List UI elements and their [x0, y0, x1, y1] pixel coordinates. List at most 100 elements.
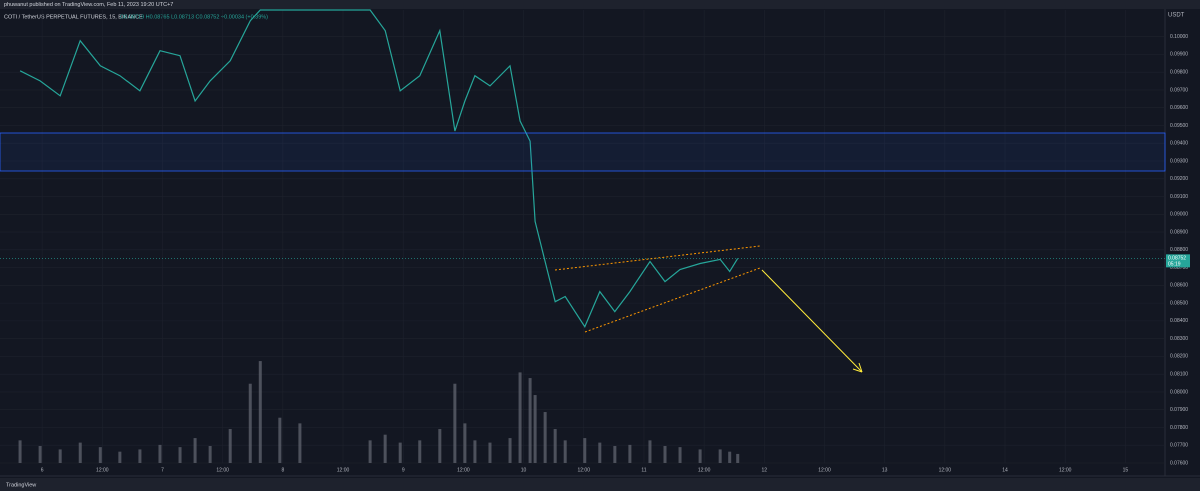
- volume-bar: [508, 438, 512, 463]
- price-line: [19, 9, 739, 328]
- x-tick-label: 12:00: [698, 467, 711, 473]
- volume-bar: [118, 451, 122, 463]
- x-tick-label: 10: [521, 467, 527, 473]
- countdown: 05:19: [1168, 262, 1181, 268]
- y-tick-label: 0.08200: [1170, 354, 1188, 360]
- volume-bar: [473, 440, 477, 463]
- x-tick-label: 12:00: [337, 467, 350, 473]
- x-tick-label: 11: [641, 467, 646, 473]
- volume-bar: [138, 449, 142, 463]
- volume-bar: [543, 412, 547, 463]
- symbol: COTI / TetherUS PERPETUAL FUTURES, 15, B…: [4, 14, 143, 20]
- y-tick-label: 0.09400: [1170, 141, 1188, 147]
- wedge-upper: [554, 245, 761, 271]
- last-price-box: [1166, 254, 1190, 268]
- header-bar: [0, 0, 1200, 9]
- volume-bar: [398, 442, 402, 463]
- volume-bar: [453, 383, 457, 463]
- y-tick-label: 0.08100: [1170, 372, 1188, 378]
- footer-bar: [0, 478, 1200, 491]
- y-tick-label: 0.09900: [1170, 52, 1188, 58]
- volume-bar: [228, 429, 232, 463]
- y-tick-label: 0.08800: [1170, 247, 1188, 253]
- zone: [0, 132, 1166, 172]
- x-tick-label: 12:00: [216, 467, 229, 473]
- volume-bar: [258, 361, 262, 463]
- x-tick-label: 15: [1123, 467, 1129, 473]
- ohlc: O0.08719 H0.08765 L0.08713 C0.08752 +0.0…: [120, 14, 268, 20]
- x-tick-label: 12:00: [939, 467, 952, 473]
- y-tick-label: 0.08000: [1170, 389, 1188, 395]
- y-tick-label: 0.07800: [1170, 425, 1188, 431]
- volume-bar: [208, 446, 212, 463]
- last-price-label: 0.08752: [1168, 256, 1186, 262]
- volume-bar: [648, 440, 652, 463]
- x-tick-label: 14: [1002, 467, 1008, 473]
- volume-bar: [628, 444, 632, 463]
- volume-bar: [718, 449, 722, 463]
- volume-bar: [583, 438, 587, 463]
- y-tick-label: 0.07700: [1170, 443, 1188, 449]
- volume-bar: [278, 417, 282, 463]
- y-tick-label: 0.09800: [1170, 70, 1188, 76]
- x-tick-label: 12:00: [818, 467, 831, 473]
- volume-bar: [58, 449, 62, 463]
- volume-bar: [663, 446, 667, 463]
- y-tick-label: 0.08900: [1170, 229, 1188, 235]
- x-tick-label: 12: [762, 467, 768, 473]
- volume-bar: [158, 444, 162, 463]
- volume-bar: [438, 429, 442, 463]
- wedge-lower: [584, 267, 761, 333]
- y-tick-label: 0.08700: [1170, 265, 1188, 271]
- x-tick-label: 12:00: [577, 467, 590, 473]
- volume-bar: [488, 442, 492, 463]
- x-tick-label: 7: [161, 467, 164, 473]
- publisher: phuwanut published on TradingView.com, F…: [4, 2, 173, 8]
- brand: TradingView: [6, 482, 36, 488]
- volume-bar: [98, 447, 102, 463]
- volume-bar: [518, 372, 522, 463]
- volume-bar: [298, 423, 302, 463]
- volume-bar: [418, 440, 422, 463]
- volume-bar: [463, 423, 467, 463]
- y-tick-label: 0.09700: [1170, 87, 1188, 93]
- volume-bar: [728, 451, 732, 463]
- volume-bar: [736, 453, 740, 463]
- x-tick-label: 9: [402, 467, 405, 473]
- volume-bar: [78, 442, 82, 463]
- y-tick-label: 0.07900: [1170, 407, 1188, 413]
- volume-bar: [698, 449, 702, 463]
- volume-bar: [613, 446, 617, 463]
- volume-bar: [528, 378, 532, 463]
- x-tick-label: 12:00: [1059, 467, 1072, 473]
- arrow: [761, 269, 863, 373]
- volume-bar: [533, 395, 537, 463]
- y-tick-label: 0.08300: [1170, 336, 1188, 342]
- y-tick-label: 0.08600: [1170, 283, 1188, 289]
- y-tick-label: 0.09300: [1170, 158, 1188, 164]
- volume-bar: [553, 429, 557, 463]
- y-tick-label: 0.09000: [1170, 212, 1188, 218]
- y-tick-label: 0.07600: [1170, 460, 1188, 466]
- volume-bar: [193, 438, 197, 463]
- y-tick-label: 0.08400: [1170, 318, 1188, 324]
- volume-bar: [678, 447, 682, 463]
- y-tick-label: 0.09100: [1170, 194, 1188, 200]
- x-tick-label: 13: [882, 467, 888, 473]
- volume-bar: [248, 383, 252, 463]
- volume-bar: [368, 440, 372, 463]
- y-tick-label: 0.09600: [1170, 105, 1188, 111]
- y-tick-label: 0.08500: [1170, 300, 1188, 306]
- volume-bar: [38, 446, 42, 463]
- y-tick-label: 0.10000: [1170, 34, 1188, 40]
- currency: USDT: [1168, 13, 1185, 19]
- x-tick-label: 12:00: [457, 467, 470, 473]
- volume-bar: [178, 447, 182, 463]
- y-tick-label: 0.09200: [1170, 176, 1188, 182]
- y-tick-label: 0.09500: [1170, 123, 1188, 129]
- volume-bar: [598, 442, 602, 463]
- x-tick-label: 6: [41, 467, 44, 473]
- volume-bar: [563, 440, 567, 463]
- x-tick-label: 12:00: [96, 467, 109, 473]
